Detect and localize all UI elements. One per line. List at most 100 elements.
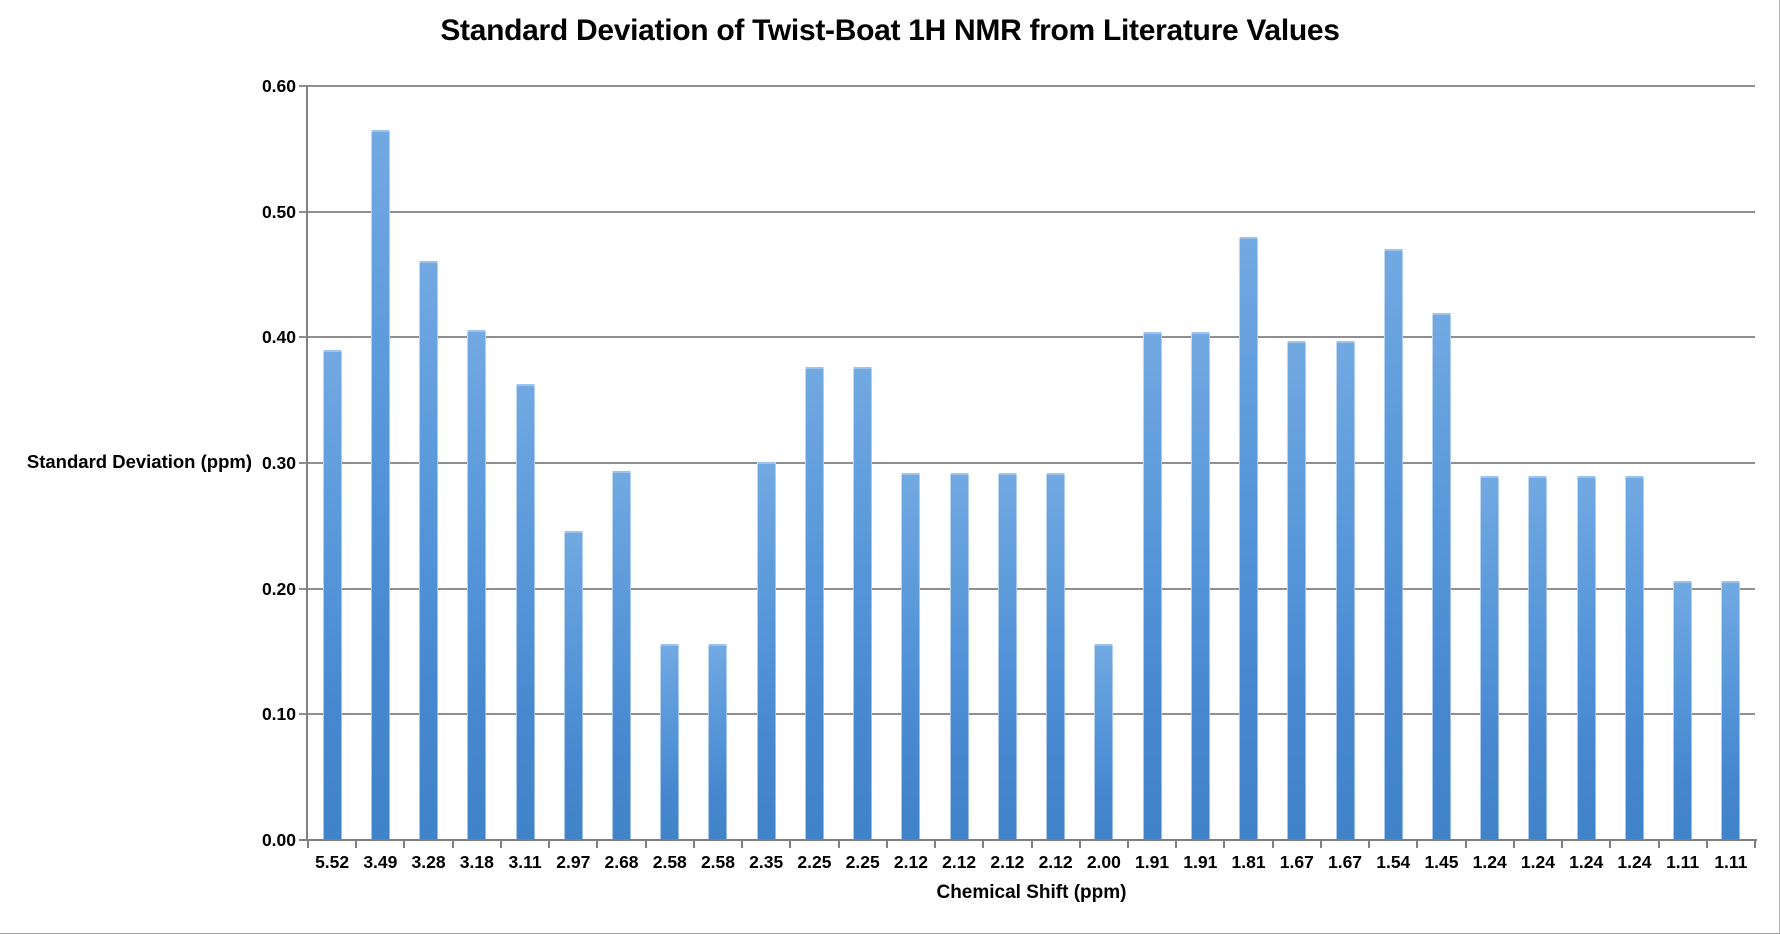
x-axis-tick <box>1175 841 1178 848</box>
bar-1.81-ppm <box>1239 237 1259 840</box>
x-axis-tick <box>1223 841 1226 848</box>
bar-2.12-ppm <box>1046 473 1066 840</box>
x-axis-tick <box>1126 841 1129 848</box>
x-tick-label-14: 2.12 <box>990 852 1025 872</box>
bar-1.91-ppm <box>1190 332 1210 840</box>
y-axis-line <box>306 85 308 841</box>
x-axis-tick <box>1561 841 1564 848</box>
bar-3.28-ppm <box>419 261 439 840</box>
x-axis-tick <box>982 841 985 848</box>
x-tick-label-10: 2.25 <box>797 852 832 872</box>
x-tick-label-27: 1.24 <box>1617 852 1652 872</box>
x-tick-label-9: 2.35 <box>749 852 784 872</box>
x-tick-label-19: 1.81 <box>1231 852 1266 872</box>
x-tick-label-21: 1.67 <box>1327 852 1363 872</box>
x-tick-label-2: 3.28 <box>411 852 446 872</box>
x-tick-label-7: 2.58 <box>652 852 687 872</box>
x-axis-tick <box>355 841 358 848</box>
bar-1.54-ppm <box>1383 249 1403 840</box>
x-tick-label-23: 1.45 <box>1424 852 1459 872</box>
x-tick-label-5: 2.97 <box>556 852 591 872</box>
x-tick-label-15: 2.12 <box>1038 852 1073 872</box>
y-tick-label-0.40: 0.40 <box>261 327 296 348</box>
gridline-0.40 <box>299 336 1755 339</box>
bar-1.24-ppm <box>1576 476 1596 840</box>
x-tick-label-4: 3.11 <box>508 852 542 872</box>
bar-2.12-ppm <box>901 473 921 840</box>
x-axis-tick <box>1416 841 1419 848</box>
x-axis-tick <box>789 841 792 848</box>
x-axis-tick <box>1512 841 1515 848</box>
bar-1.11-ppm <box>1673 581 1693 840</box>
x-axis-tick <box>596 841 599 848</box>
bar-1.45-ppm <box>1431 313 1451 840</box>
bar-1.91-ppm <box>1142 332 1162 840</box>
bar-2.58-ppm <box>708 644 728 840</box>
bar-2.25-ppm <box>804 367 824 840</box>
x-axis-tick <box>1754 841 1756 848</box>
x-axis-tick <box>1368 841 1371 848</box>
plot-area <box>299 85 1757 848</box>
gridline-0.50 <box>299 210 1755 213</box>
x-axis-tick <box>1609 841 1612 848</box>
x-axis-tick <box>1030 841 1033 848</box>
gridline-0.30 <box>299 462 1755 464</box>
bar-2.35-ppm <box>756 462 776 840</box>
bar-1.67-ppm <box>1335 341 1355 840</box>
x-tick-label-18: 1.91 <box>1183 852 1218 872</box>
bar-2.97-ppm <box>563 531 583 840</box>
bar-2.25-ppm <box>853 367 873 840</box>
x-tick-label-13: 2.12 <box>942 852 977 872</box>
x-axis-tick <box>307 841 309 848</box>
x-tick-label-22: 1.54 <box>1376 852 1411 872</box>
bar-3.49-ppm <box>370 130 390 840</box>
x-axis-tick <box>644 841 647 848</box>
y-axis-title: Standard Deviation (ppm) <box>26 451 252 472</box>
bar-1.67-ppm <box>1287 341 1307 840</box>
x-axis-tick <box>548 841 551 848</box>
x-tick-label-28: 1.11 <box>1666 852 1700 872</box>
x-tick-label-17: 1.91 <box>1135 852 1170 872</box>
y-tick-label-0.30: 0.30 <box>261 453 296 473</box>
x-axis-tick <box>1271 841 1274 848</box>
bar-1.24-ppm <box>1528 476 1548 840</box>
x-axis-tick <box>499 841 502 848</box>
bar-1.11-ppm <box>1721 581 1741 840</box>
x-tick-label-8: 2.58 <box>700 852 735 872</box>
x-axis-tick <box>451 841 454 848</box>
x-axis-tick <box>1464 841 1467 848</box>
y-tick-label-0.00: 0.00 <box>261 830 296 850</box>
bar-1.24-ppm <box>1480 476 1500 840</box>
gridline-0.60 <box>299 85 1755 87</box>
x-tick-label-29: 1.11 <box>1714 852 1748 872</box>
x-axis-tick <box>1705 841 1708 848</box>
x-axis-tick <box>1657 841 1660 848</box>
x-tick-label-1: 3.49 <box>363 852 398 872</box>
y-tick-label-0.20: 0.20 <box>261 578 296 599</box>
x-tick-label-0: 5.52 <box>315 852 350 872</box>
x-axis-line <box>299 839 1757 841</box>
bar-2.00-ppm <box>1094 644 1114 840</box>
bar-3.11-ppm <box>515 384 535 840</box>
bar-5.52-ppm <box>322 350 342 840</box>
x-tick-label-6: 2.68 <box>604 852 639 872</box>
x-tick-label-16: 2.00 <box>1086 852 1121 872</box>
x-axis-tick <box>403 841 406 848</box>
y-tick-label-0.50: 0.50 <box>261 201 296 222</box>
y-tick-label-0.60: 0.60 <box>261 76 296 96</box>
x-tick-label-12: 2.12 <box>893 852 928 872</box>
gridline-0.20 <box>299 587 1755 590</box>
x-axis-tick <box>1319 841 1322 848</box>
x-tick-label-25: 1.24 <box>1520 852 1555 872</box>
gridline-0.10 <box>299 713 1755 716</box>
bar-2.68-ppm <box>612 471 632 840</box>
x-tick-label-26: 1.24 <box>1569 852 1604 872</box>
bar-2.12-ppm <box>949 473 969 840</box>
x-axis-tick <box>741 841 744 848</box>
x-axis-tick <box>837 841 840 848</box>
bar-2.12-ppm <box>997 473 1017 840</box>
x-axis-tick <box>692 841 695 848</box>
x-axis-title: Chemical Shift (ppm) <box>936 882 1127 903</box>
bar-2.58-ppm <box>660 644 680 840</box>
